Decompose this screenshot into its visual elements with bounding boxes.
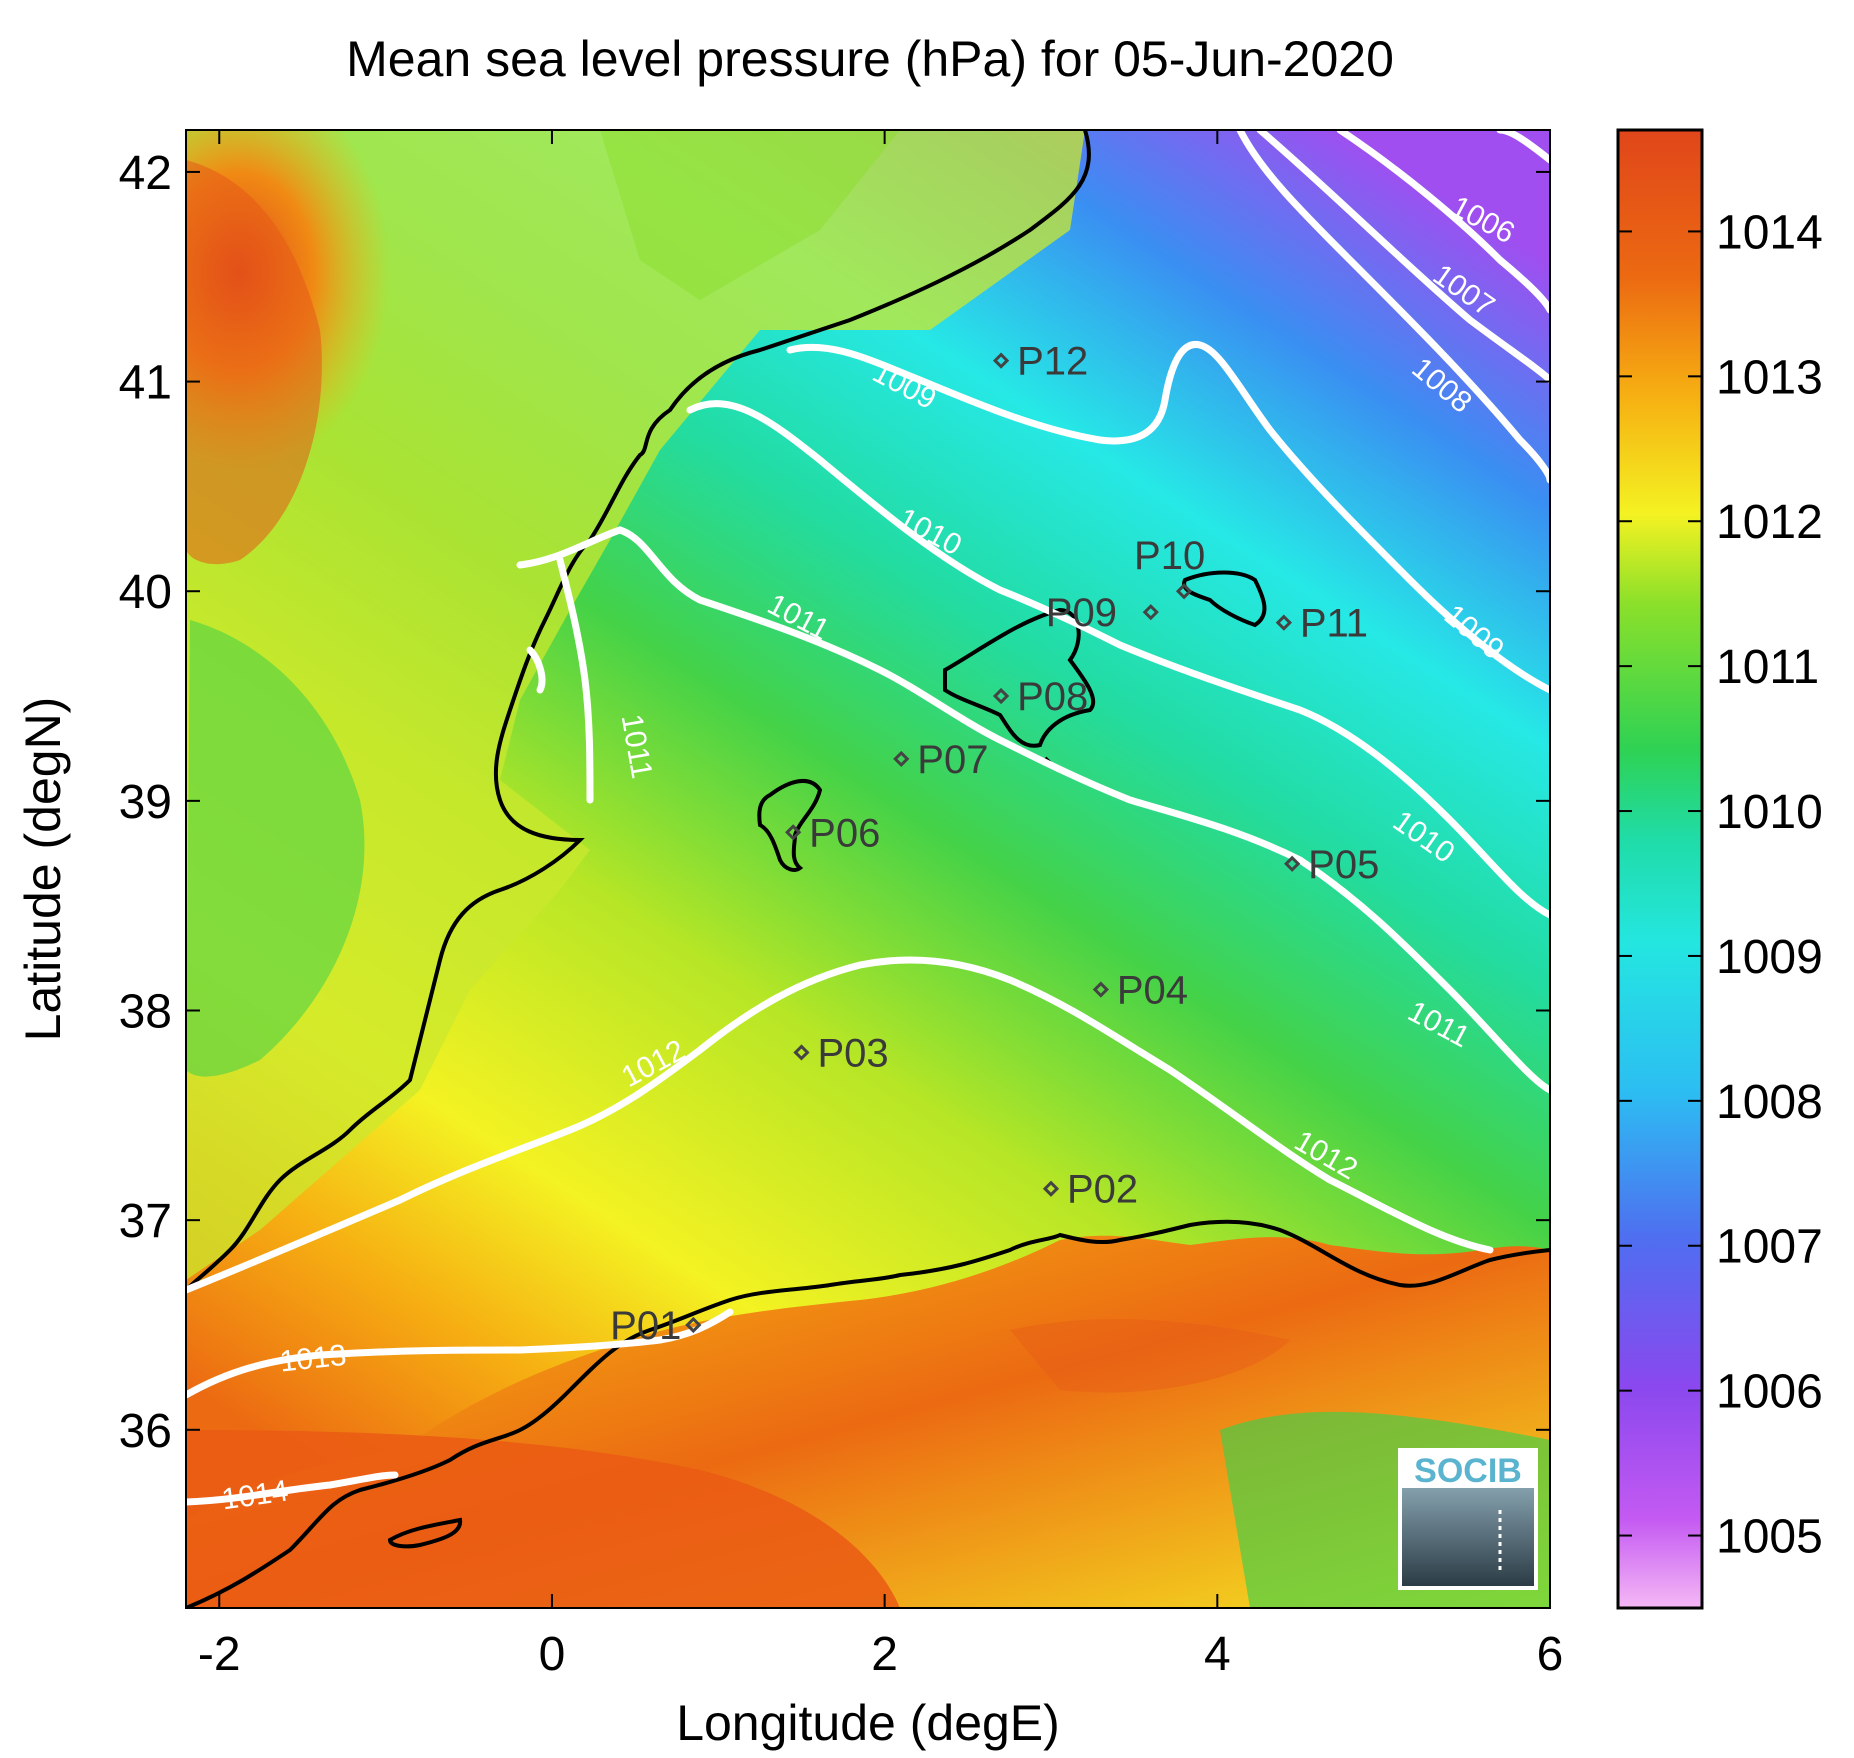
station-label: P04 (1117, 969, 1188, 1013)
y-tick-label: 39 (119, 776, 172, 829)
station-marker (992, 352, 1010, 369)
station-label: P10 (1134, 534, 1205, 578)
station-marker (793, 1044, 810, 1061)
stations-layer: P01 P02 P03 P04 P05 P06 P07 P08 P09 P10 P11 P12 (610, 340, 1379, 1348)
pressure-contours (186, 130, 1550, 1506)
alboran-island (387, 1517, 463, 1549)
x-tick-label: 4 (1204, 1628, 1231, 1681)
y-tick-label: 42 (119, 147, 172, 200)
africa-north-coastline (186, 1219, 1550, 1608)
chart-title: Mean sea level pressure (hPa) for 05-Jun… (346, 31, 1394, 87)
colorbar-tick-label: 1007 (1716, 1221, 1823, 1274)
y-axis: 36 37 38 39 40 41 42 (119, 147, 1550, 1458)
colorbar-tick-label: 1011 (1716, 641, 1819, 694)
socib-logo: SOCIB (1398, 1448, 1538, 1590)
x-axis: -2 0 2 4 6 (198, 130, 1563, 1681)
map-frame (185, 129, 1551, 1609)
station-marker (785, 824, 802, 841)
station-label: P03 (817, 1031, 888, 1075)
contour-label-1013: 1013 (278, 1339, 348, 1379)
socib-logo-text: SOCIB (1414, 1452, 1522, 1490)
colorbar-tick-label: 1014 (1716, 206, 1823, 259)
mallorca-island (943, 607, 1096, 748)
colorbar-tick-label: 1005 (1716, 1511, 1823, 1564)
colorbar-tick-label: 1010 (1716, 786, 1823, 839)
y-tick-label: 38 (119, 986, 172, 1039)
y-tick-label: 36 (119, 1405, 172, 1458)
pressure-field: 1006 1007 1008 1009 1009 1010 1010 1011 … (186, 130, 1550, 1608)
station-label: P08 (1017, 675, 1088, 719)
menorca-island (1182, 570, 1267, 628)
colorbar-tick-label: 1006 (1716, 1366, 1823, 1419)
station-label: P11 (1300, 602, 1368, 646)
colorbar (1616, 128, 1704, 1610)
ibiza-island (757, 779, 823, 872)
y-tick-label: 37 (119, 1195, 172, 1248)
colorbar-tick-label: 1013 (1716, 351, 1823, 404)
station-marker (992, 687, 1010, 705)
station-label: P09 (1046, 591, 1117, 635)
y-axis-title: Latitude (degN) (15, 697, 71, 1042)
station-marker (1275, 614, 1292, 631)
station-marker (1284, 855, 1301, 872)
colorbar-tick-label: 1012 (1716, 496, 1823, 549)
x-tick-label: -2 (198, 1628, 241, 1681)
station-label: P05 (1308, 843, 1379, 887)
x-tick-label: 2 (871, 1628, 898, 1681)
spain-east-coastline (186, 130, 1091, 1292)
station-marker (1092, 981, 1110, 998)
x-tick-label: 6 (1537, 1628, 1564, 1681)
station-label: P01 (610, 1304, 681, 1348)
station-label: P06 (809, 811, 880, 855)
colorbar-tick-label: 1008 (1716, 1076, 1823, 1129)
station-marker (1042, 1180, 1060, 1197)
station-marker (893, 750, 910, 768)
station-label: P02 (1067, 1168, 1138, 1212)
y-tick-label: 40 (119, 566, 172, 619)
colorbar-tick-label: 1009 (1716, 931, 1823, 984)
station-label: P12 (1017, 340, 1088, 384)
x-axis-title: Longitude (degE) (676, 1695, 1060, 1751)
y-tick-label: 41 (119, 357, 172, 410)
station-label: P07 (917, 738, 988, 782)
station-marker (1142, 604, 1159, 621)
colorbar-ticks: 1005 1006 1007 1008 1009 1010 1011 1012 1013 1014 (1618, 206, 1823, 1564)
x-tick-label: 0 (539, 1628, 566, 1681)
station-marker (1175, 583, 1193, 600)
station-marker (685, 1316, 702, 1334)
